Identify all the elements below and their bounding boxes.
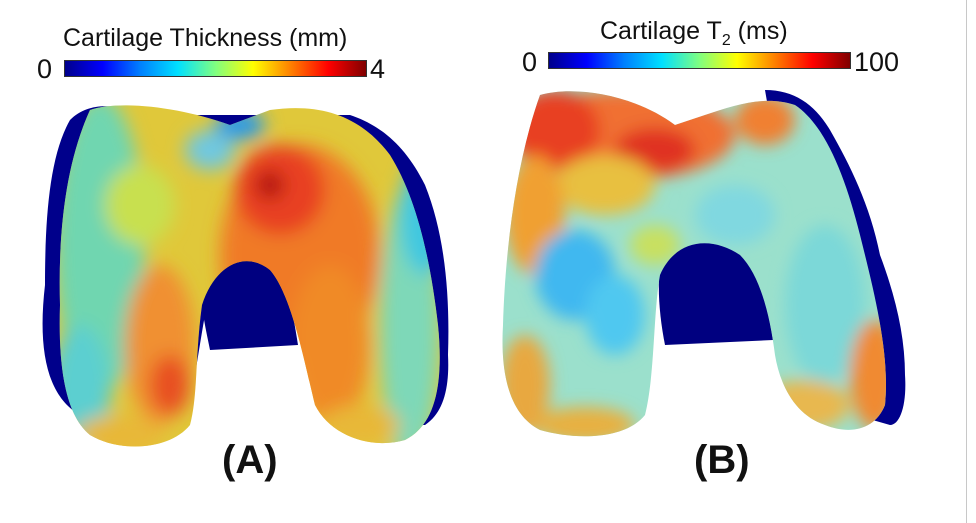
- t2-colorbar-max: 100: [854, 47, 900, 77]
- thickness-colorbar: [64, 60, 367, 77]
- t2-colorbar: [548, 52, 851, 69]
- knee-thickness-map: [42, 105, 449, 447]
- t2-colorbar-title: Cartilage T2 (ms): [600, 17, 788, 49]
- right-border-rule: [966, 0, 967, 523]
- thickness-colorbar-title: Cartilage Thickness (mm): [63, 24, 348, 52]
- thickness-colorbar-min: 0: [37, 54, 53, 84]
- panel-label-b: (B): [694, 438, 750, 482]
- panel-label-a: (A): [222, 438, 278, 482]
- t2-colorbar-min: 0: [522, 47, 538, 77]
- knee-t2-map: [502, 90, 906, 437]
- thickness-colorbar-max: 4: [370, 54, 386, 84]
